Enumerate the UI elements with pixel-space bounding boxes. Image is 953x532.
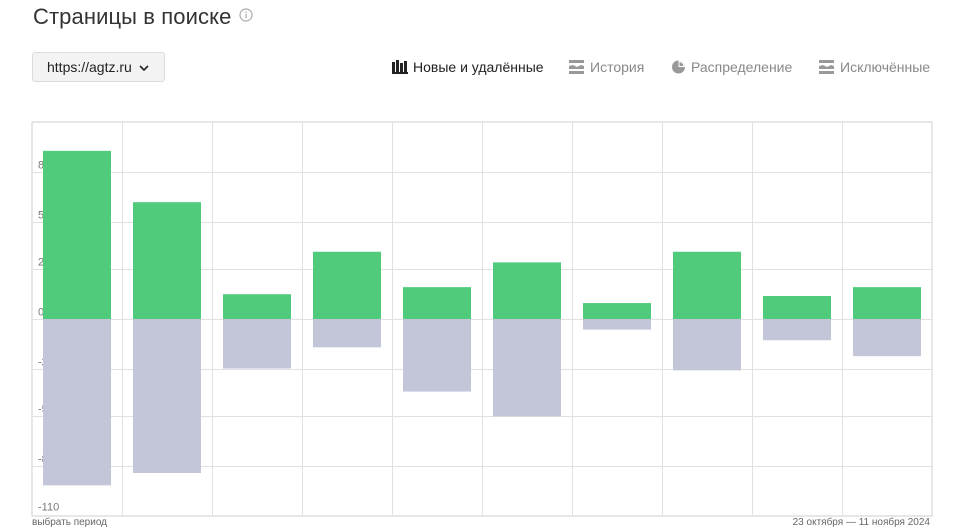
bar-added — [853, 287, 921, 319]
bar-removed — [133, 319, 201, 473]
layers-icon — [819, 60, 834, 74]
bar-removed — [763, 319, 831, 341]
tab-excluded[interactable]: Исключённые — [819, 59, 930, 75]
bar-added — [133, 202, 201, 319]
bar-added — [223, 294, 291, 319]
tab-history[interactable]: История — [569, 59, 644, 75]
bar-removed — [223, 319, 291, 369]
tab-new-removed-label: Новые и удалённые — [413, 59, 544, 75]
select-period-link[interactable]: выбрать период — [32, 517, 107, 528]
bar-added — [493, 262, 561, 319]
host-select-value: https://agtz.ru — [47, 59, 132, 75]
tab-distribution[interactable]: Распределение — [671, 59, 792, 75]
page-header: Страницы в поиске — [33, 4, 254, 30]
info-circle-icon[interactable] — [239, 7, 254, 27]
bar-removed — [853, 319, 921, 357]
tab-new-removed[interactable]: Новые и удалённые — [392, 59, 544, 75]
date-range-label: 23 октября — 11 ноября 2024 — [792, 517, 930, 528]
bar-added — [583, 303, 651, 319]
tab-history-label: История — [590, 59, 645, 75]
bar-removed — [313, 319, 381, 348]
bar-added — [43, 150, 111, 319]
bar-added — [403, 287, 471, 319]
tab-distribution-label: Распределение — [691, 59, 793, 75]
y-tick-label: -110 — [38, 502, 59, 514]
bar-added — [673, 251, 741, 319]
bar-added — [763, 295, 831, 319]
bar-removed — [493, 319, 561, 417]
tab-excluded-label: Исключённые — [840, 59, 931, 75]
host-select[interactable]: https://agtz.ru — [32, 52, 165, 82]
chart-tabs: Новые и удалённые История Распределение … — [0, 59, 953, 79]
bar-removed — [583, 319, 651, 330]
bar-removed — [403, 319, 471, 392]
bar-removed — [43, 319, 111, 486]
pie-chart-icon — [672, 60, 685, 74]
bar-removed — [673, 319, 741, 371]
bar-chart-icon — [392, 60, 408, 74]
chevron-down-icon — [139, 59, 149, 75]
layers-icon — [569, 60, 584, 74]
y-tick-label: 0 — [38, 307, 44, 319]
bar-added — [313, 251, 381, 319]
page-title: Страницы в поиске — [33, 4, 232, 29]
